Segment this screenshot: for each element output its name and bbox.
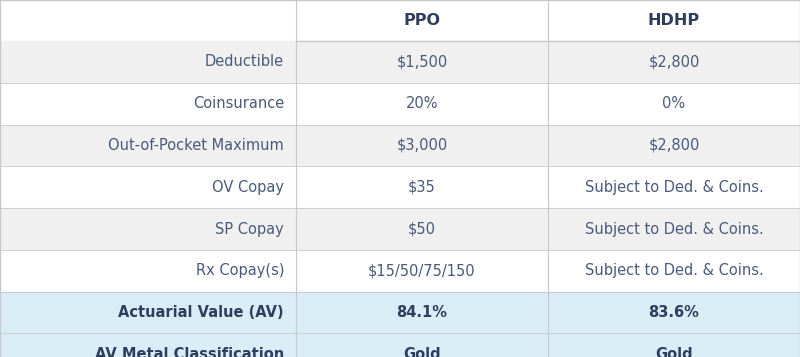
Text: Subject to Ded. & Coins.: Subject to Ded. & Coins. (585, 180, 763, 195)
Text: AV Metal Classification: AV Metal Classification (94, 347, 284, 357)
Bar (0, 166, 800, 208)
Text: $35: $35 (408, 180, 436, 195)
Bar (0, 208, 800, 250)
Text: 20%: 20% (406, 96, 438, 111)
Text: Deductible: Deductible (205, 54, 284, 70)
Text: 84.1%: 84.1% (397, 305, 447, 320)
Text: $3,000: $3,000 (396, 138, 448, 153)
Text: $1,500: $1,500 (396, 54, 448, 70)
Text: Subject to Ded. & Coins.: Subject to Ded. & Coins. (585, 221, 763, 237)
Text: Actuarial Value (AV): Actuarial Value (AV) (118, 305, 284, 320)
Bar (0, 250, 800, 292)
Text: SP Copay: SP Copay (215, 221, 284, 237)
Text: $50: $50 (408, 221, 436, 237)
Text: HDHP: HDHP (648, 13, 700, 28)
Bar (0, 125, 800, 166)
Text: Subject to Ded. & Coins.: Subject to Ded. & Coins. (585, 263, 763, 278)
Text: $2,800: $2,800 (648, 138, 700, 153)
Text: Out-of-Pocket Maximum: Out-of-Pocket Maximum (108, 138, 284, 153)
Text: PPO: PPO (403, 13, 441, 28)
Bar (0, 0, 800, 41)
Text: $15/50/75/150: $15/50/75/150 (368, 263, 476, 278)
Text: Coinsurance: Coinsurance (193, 96, 284, 111)
Bar (0, 333, 800, 357)
Text: OV Copay: OV Copay (212, 180, 284, 195)
Text: Gold: Gold (655, 347, 693, 357)
Bar (0, 292, 800, 333)
Text: $2,800: $2,800 (648, 54, 700, 70)
Text: 0%: 0% (662, 96, 686, 111)
Bar (0, 83, 800, 125)
Bar (0, 41, 800, 83)
Text: 83.6%: 83.6% (649, 305, 699, 320)
Text: Gold: Gold (403, 347, 441, 357)
Text: Rx Copay(s): Rx Copay(s) (195, 263, 284, 278)
